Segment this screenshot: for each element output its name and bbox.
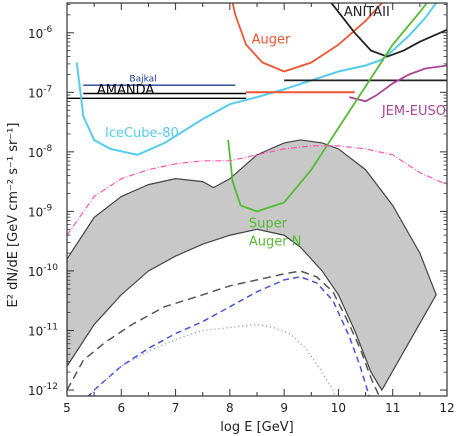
jem-euso-label: JEM-EUSO: [381, 104, 446, 119]
super-label: Super: [249, 216, 288, 231]
x-tick-label: 12: [439, 401, 454, 415]
series-10-line: [67, 145, 447, 236]
jem-euso-line: [349, 64, 447, 103]
auger-n-label: Auger N: [249, 234, 302, 249]
x-tick-label: 6: [117, 401, 125, 415]
series-13-line: [89, 323, 336, 396]
y-axis-title: E² dN/dE [GeV cm⁻² s⁻¹ sr⁻¹]: [6, 123, 21, 308]
model-band: [67, 139, 437, 392]
anitaii-label: ANITAII: [344, 5, 390, 20]
anitaii-line: [330, 3, 447, 58]
y-tick-label: 10-9: [28, 203, 53, 219]
x-tick-label: 10: [331, 401, 346, 415]
amanda-label: AMANDA: [97, 83, 155, 98]
y-tick-label: 10-12: [28, 382, 58, 398]
auger-line: [231, 3, 384, 73]
y-tick-label: 10-8: [28, 144, 53, 160]
icecube-80-label: IceCube-80: [105, 126, 179, 141]
auger-label: Auger: [252, 32, 291, 47]
x-tick-label: 8: [226, 401, 234, 415]
bajkal-label: Bajkal: [129, 75, 156, 85]
series-11-line: [67, 270, 380, 396]
x-tick-label: 11: [385, 401, 400, 415]
x-tick-label: 9: [280, 401, 288, 415]
x-tick-label: 7: [172, 401, 180, 415]
x-axis-title: log E [GeV]: [220, 420, 293, 435]
y-tick-label: 10-7: [28, 84, 52, 100]
x-tick-label: 5: [63, 401, 71, 415]
super-auger-n-line: [227, 3, 428, 213]
y-tick-label: 10-11: [28, 323, 58, 339]
y-tick-label: 10-10: [28, 263, 58, 279]
y-tick-label: 10-6: [28, 25, 53, 41]
series-12-line: [87, 276, 370, 396]
